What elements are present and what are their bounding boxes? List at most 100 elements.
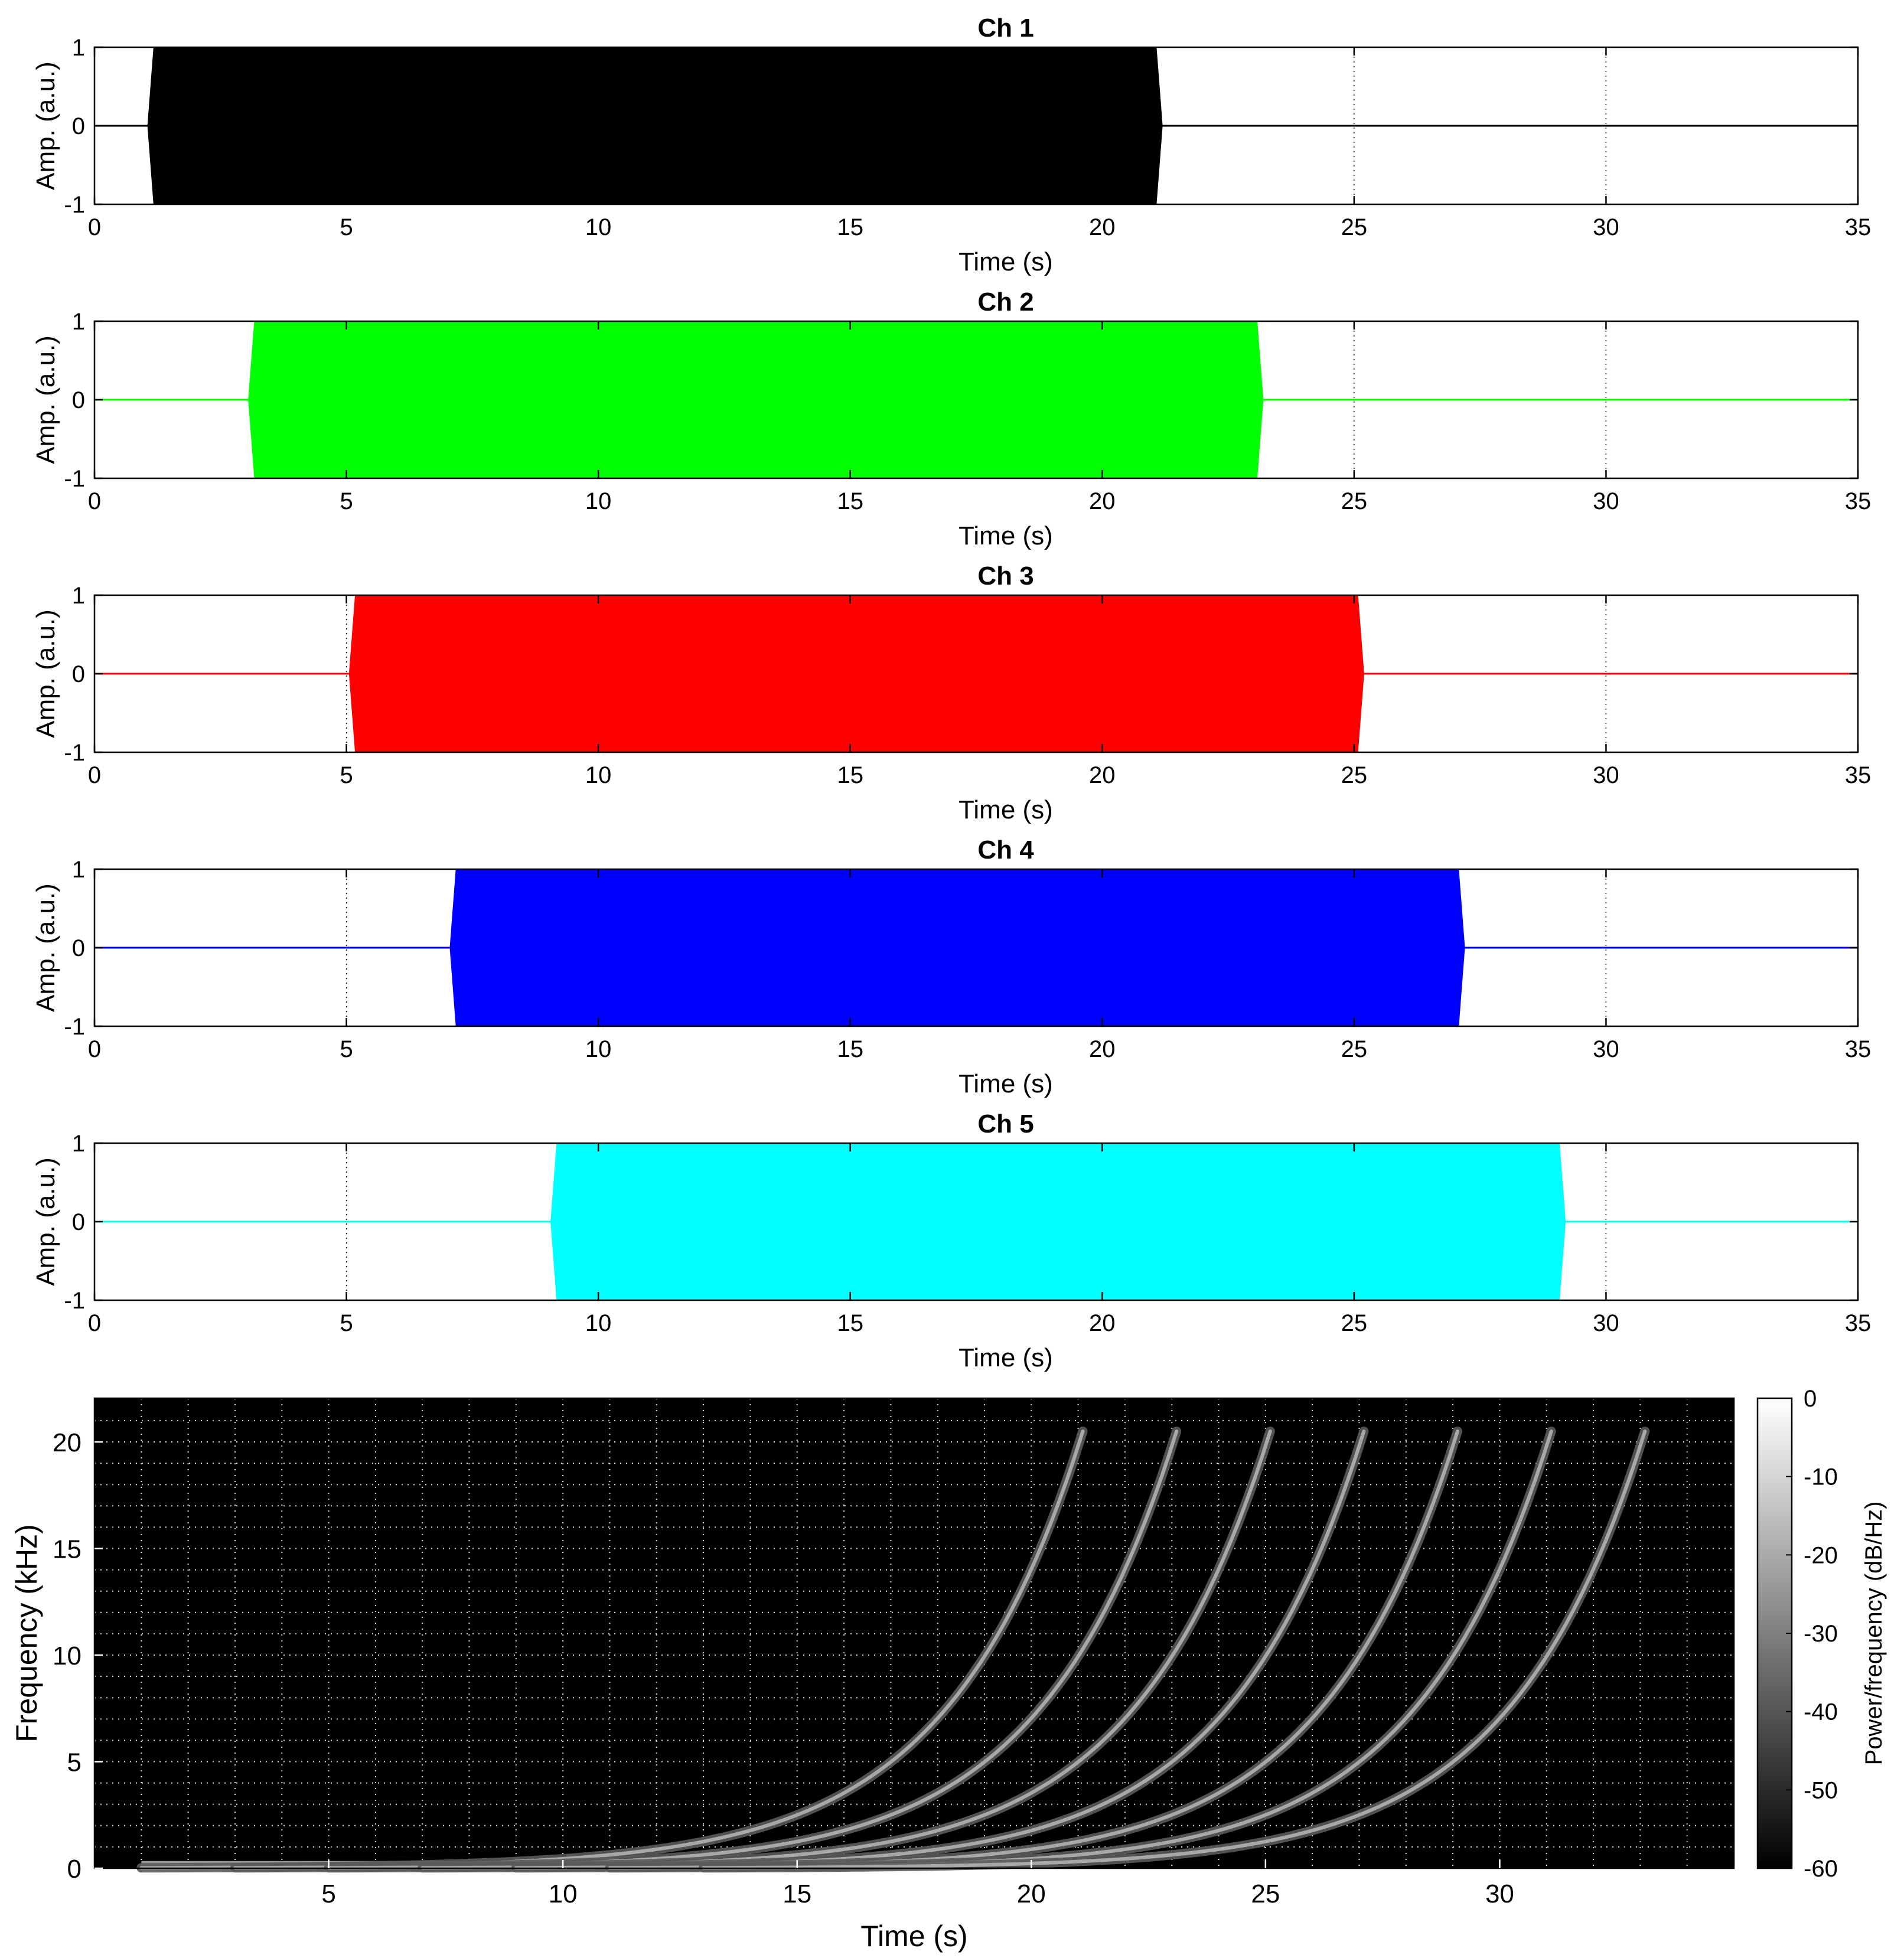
y-axis-label: Frequency (kHz): [10, 1524, 43, 1742]
spectrogram-panel: 5 10 15 20 25 30 0 5 10 15 20 Time (s) Frequency (kH…: [10, 1386, 1887, 1953]
colorbar: 0 -10 -20 -30 -40 -50 -60 Power/frequency (dB/H…: [1756, 1386, 1887, 1882]
x-tick-label: 20: [1089, 762, 1116, 788]
x-tick-label: 30: [1593, 214, 1619, 240]
x-tick-label: 20: [1017, 1879, 1046, 1908]
signal-envelope: [550, 1143, 1566, 1300]
y-axis-label: Amp. (a.u.): [31, 335, 60, 464]
y-tick-label: -1: [64, 466, 85, 492]
x-axis-label: Time (s): [958, 1069, 1053, 1098]
x-tick-label: 20: [1089, 1310, 1116, 1336]
x-tick-label: 35: [1845, 1036, 1872, 1062]
colorbar-tick-label: 0: [1804, 1386, 1817, 1412]
y-tick-label: 0: [72, 661, 85, 687]
x-tick-label: 15: [837, 488, 863, 514]
x-tick-label: 15: [837, 762, 863, 788]
x-tick-label: 30: [1485, 1879, 1514, 1908]
y-tick-label: 0: [72, 935, 85, 961]
signal-envelope: [348, 595, 1364, 752]
x-tick-label: 20: [1089, 488, 1116, 514]
y-tick-label: -1: [64, 740, 85, 766]
x-axis-label: Time (s): [958, 521, 1053, 550]
y-tick-label: 1: [72, 35, 85, 61]
y-tick-label: -1: [64, 1014, 85, 1040]
x-tick-label: 25: [1251, 1879, 1280, 1908]
x-tick-label: 15: [783, 1879, 811, 1908]
x-tick-label: 5: [340, 488, 353, 514]
x-tick-label: 20: [1089, 1036, 1116, 1062]
x-tick-label: 30: [1593, 762, 1619, 788]
spectrogram-background: [94, 1398, 1734, 1868]
x-tick-label: 5: [340, 214, 353, 240]
x-axis-label: Time (s): [860, 1920, 967, 1953]
x-axis-label: Time (s): [958, 1343, 1053, 1372]
y-tick-label: 20: [53, 1428, 81, 1457]
y-axis-label: Amp. (a.u.): [31, 61, 60, 190]
y-tick-label: 15: [53, 1535, 81, 1564]
y-tick-label: 0: [67, 1855, 81, 1884]
x-tick-label: 15: [837, 1310, 863, 1336]
x-tick-label: 0: [88, 214, 101, 240]
axes-box: [93, 1397, 1735, 1869]
colorbar-tick-label: -40: [1804, 1699, 1838, 1725]
x-axis-label: Time (s): [958, 247, 1053, 276]
x-tick-label: 35: [1845, 1310, 1872, 1336]
x-tick-label: 5: [340, 1310, 353, 1336]
x-tick-label: 5: [321, 1879, 335, 1908]
y-tick-label: 1: [72, 857, 85, 883]
y-axis-label: Amp. (a.u.): [31, 609, 60, 738]
chart-title: Ch 3: [977, 562, 1033, 590]
y-axis-label: Amp. (a.u.): [31, 883, 60, 1012]
y-tick-label: 0: [72, 113, 85, 139]
chart-title: Ch 2: [977, 288, 1033, 316]
y-tick-label: 0: [72, 387, 85, 413]
x-tick-label: 10: [585, 762, 612, 788]
y-tick-label: 10: [53, 1642, 81, 1670]
colorbar-tick-label: -20: [1804, 1542, 1838, 1568]
y-tick-label: 1: [72, 309, 85, 335]
x-tick-label: 10: [585, 1036, 612, 1062]
x-tick-label: 10: [549, 1879, 578, 1908]
y-tick-label: 0: [72, 1209, 85, 1235]
colorbar-label: Power/frequency (dB/Hz): [1861, 1502, 1887, 1766]
y-tick-label: 1: [72, 583, 85, 609]
x-tick-label: 30: [1593, 1310, 1619, 1336]
y-axis-label: Amp. (a.u.): [31, 1157, 60, 1286]
x-tick-label: 10: [585, 1310, 612, 1336]
y-tick-label: -1: [64, 192, 85, 218]
x-axis-label: Time (s): [958, 795, 1053, 824]
x-tick-label: 15: [837, 214, 863, 240]
chart-title: Ch 5: [977, 1109, 1033, 1138]
x-tick-label: 5: [340, 1036, 353, 1062]
x-tick-label: 25: [1341, 214, 1368, 240]
colorbar-tick-label: -60: [1804, 1856, 1838, 1882]
y-tick-label: 1: [72, 1131, 85, 1157]
x-tick-label: 0: [88, 762, 101, 788]
x-tick-label: 0: [88, 1036, 101, 1062]
x-tick-label: 10: [585, 488, 612, 514]
x-tick-label: 35: [1845, 488, 1872, 514]
x-tick-label: 30: [1593, 488, 1619, 514]
signal-envelope: [449, 869, 1465, 1026]
colorbar-tick-label: -50: [1804, 1777, 1838, 1803]
x-tick-label: 15: [837, 1036, 863, 1062]
x-tick-label: 35: [1845, 762, 1872, 788]
x-tick-label: 25: [1341, 762, 1368, 788]
x-tick-label: 0: [88, 488, 101, 514]
x-tick-label: 25: [1341, 1310, 1368, 1336]
x-tick-label: 10: [585, 214, 612, 240]
x-tick-label: 35: [1845, 214, 1872, 240]
sweep-line: [702, 1430, 1647, 1870]
chart-title: Ch 1: [977, 14, 1033, 43]
y-tick-label: -1: [64, 1288, 85, 1314]
chart-title: Ch 4: [977, 836, 1034, 864]
x-tick-label: 25: [1341, 1036, 1368, 1062]
x-tick-label: 30: [1593, 1036, 1619, 1062]
signal-envelope: [147, 47, 1163, 204]
x-tick-label: 25: [1341, 488, 1368, 514]
x-tick-label: 5: [340, 762, 353, 788]
signal-envelope: [248, 321, 1264, 478]
